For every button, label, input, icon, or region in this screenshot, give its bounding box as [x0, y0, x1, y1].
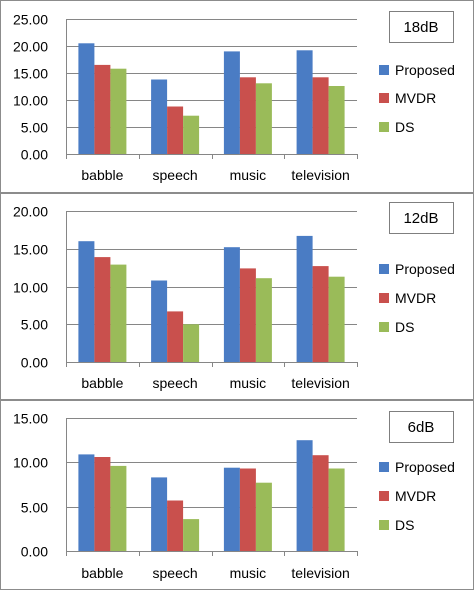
- chart-title-box: [389, 411, 454, 443]
- y-tick-label: 10.00: [13, 280, 48, 296]
- y-tick-label: 5.00: [21, 500, 48, 516]
- y-tick-label: 20.00: [13, 39, 48, 55]
- x-category-label: television: [291, 375, 349, 391]
- x-category-label: babble: [81, 375, 123, 391]
- bar-ds-babble: [110, 465, 127, 551]
- bar-ds-babble: [110, 264, 127, 362]
- y-tick-label: 0.00: [21, 355, 48, 371]
- x-category-label: babble: [81, 565, 123, 581]
- legend-label-proposed: Proposed: [395, 62, 455, 78]
- legend-swatch-proposed: [379, 264, 389, 274]
- x-category-label: music: [230, 167, 267, 183]
- legend-label-ds: DS: [395, 517, 414, 533]
- y-tick-label: 5.00: [21, 120, 48, 136]
- bar-ds-television: [328, 86, 345, 154]
- legend-swatch-proposed: [379, 462, 389, 472]
- bar-mvdr-music: [239, 468, 256, 551]
- y-tick-label: 0.00: [21, 544, 48, 560]
- chart-title: 12dB: [403, 210, 438, 227]
- legend-swatch-mvdr: [379, 93, 389, 103]
- y-tick-label: 25.00: [13, 12, 48, 28]
- bar-mvdr-babble: [94, 457, 111, 551]
- chart-panel-6dB: 0.00 5.00 10.00 15.00 babble speech music telev…: [0, 400, 474, 590]
- legend-swatch-mvdr: [379, 491, 389, 501]
- y-tick-label: 15.00: [13, 66, 48, 82]
- bar-proposed-speech: [151, 477, 168, 551]
- legend-swatch-ds: [379, 122, 389, 132]
- y-tick-label: 0.00: [21, 147, 48, 163]
- bar-ds-speech: [183, 115, 200, 154]
- chart-panel-18dB: 0.00 5.00 10.00 15.00 20.00 25.00 babble speech…: [0, 0, 474, 193]
- legend-swatch-ds: [379, 520, 389, 530]
- chart-title-box: [389, 202, 454, 234]
- chart-title: 18dB: [403, 19, 438, 36]
- bar-ds-babble: [110, 68, 127, 154]
- x-category-label: music: [230, 565, 267, 581]
- bar-proposed-television: [296, 235, 313, 362]
- bar-proposed-babble: [78, 454, 95, 551]
- y-tick-label: 10.00: [13, 93, 48, 109]
- legend-swatch-proposed: [379, 65, 389, 75]
- bar-mvdr-babble: [94, 64, 111, 154]
- chart-panel-12dB: 0.00 5.00 10.00 15.00 20.00 babble speech music…: [0, 193, 474, 400]
- bar-mvdr-speech: [167, 311, 184, 362]
- bar-proposed-television: [296, 440, 313, 551]
- legend-label-proposed: Proposed: [395, 459, 455, 475]
- bar-proposed-music: [223, 51, 240, 154]
- bar-ds-television: [328, 276, 345, 362]
- bar-mvdr-babble: [94, 257, 111, 362]
- legend-label-mvdr: MVDR: [395, 488, 436, 504]
- bar-mvdr-music: [239, 77, 256, 154]
- bar-ds-speech: [183, 324, 200, 363]
- legend-label-mvdr: MVDR: [395, 90, 436, 106]
- bar-proposed-music: [223, 467, 240, 551]
- bar-ds-speech: [183, 519, 200, 551]
- bar-mvdr-television: [312, 455, 329, 551]
- bar-ds-television: [328, 468, 345, 551]
- bar-mvdr-speech: [167, 106, 184, 154]
- bar-ds-music: [255, 83, 272, 154]
- chart-title-box: [389, 11, 454, 43]
- bar-proposed-television: [296, 50, 313, 154]
- bar-mvdr-speech: [167, 500, 184, 551]
- bar-proposed-music: [223, 247, 240, 362]
- x-category-label: speech: [153, 167, 198, 183]
- bar-proposed-babble: [78, 241, 95, 362]
- bar-ds-music: [255, 278, 272, 362]
- legend-swatch-mvdr: [379, 293, 389, 303]
- x-category-label: speech: [153, 565, 198, 581]
- bar-mvdr-television: [312, 266, 329, 362]
- x-category-label: music: [230, 375, 267, 391]
- x-category-label: television: [291, 167, 349, 183]
- y-tick-label: 15.00: [13, 411, 48, 427]
- x-category-label: speech: [153, 375, 198, 391]
- legend-label-proposed: Proposed: [395, 261, 455, 277]
- x-category-label: television: [291, 565, 349, 581]
- x-category-label: babble: [81, 167, 123, 183]
- bar-ds-music: [255, 482, 272, 551]
- bar-proposed-speech: [151, 280, 168, 362]
- legend-label-ds: DS: [395, 119, 414, 135]
- legend-label-mvdr: MVDR: [395, 290, 436, 306]
- bar-proposed-speech: [151, 79, 168, 154]
- legend-label-ds: DS: [395, 319, 414, 335]
- y-tick-label: 5.00: [21, 317, 48, 333]
- chart-title: 6dB: [408, 419, 435, 436]
- y-tick-label: 20.00: [13, 204, 48, 220]
- legend-swatch-ds: [379, 322, 389, 332]
- bar-mvdr-television: [312, 77, 329, 154]
- y-tick-label: 15.00: [13, 242, 48, 258]
- y-tick-label: 10.00: [13, 455, 48, 471]
- bar-mvdr-music: [239, 268, 256, 362]
- bar-proposed-babble: [78, 43, 95, 154]
